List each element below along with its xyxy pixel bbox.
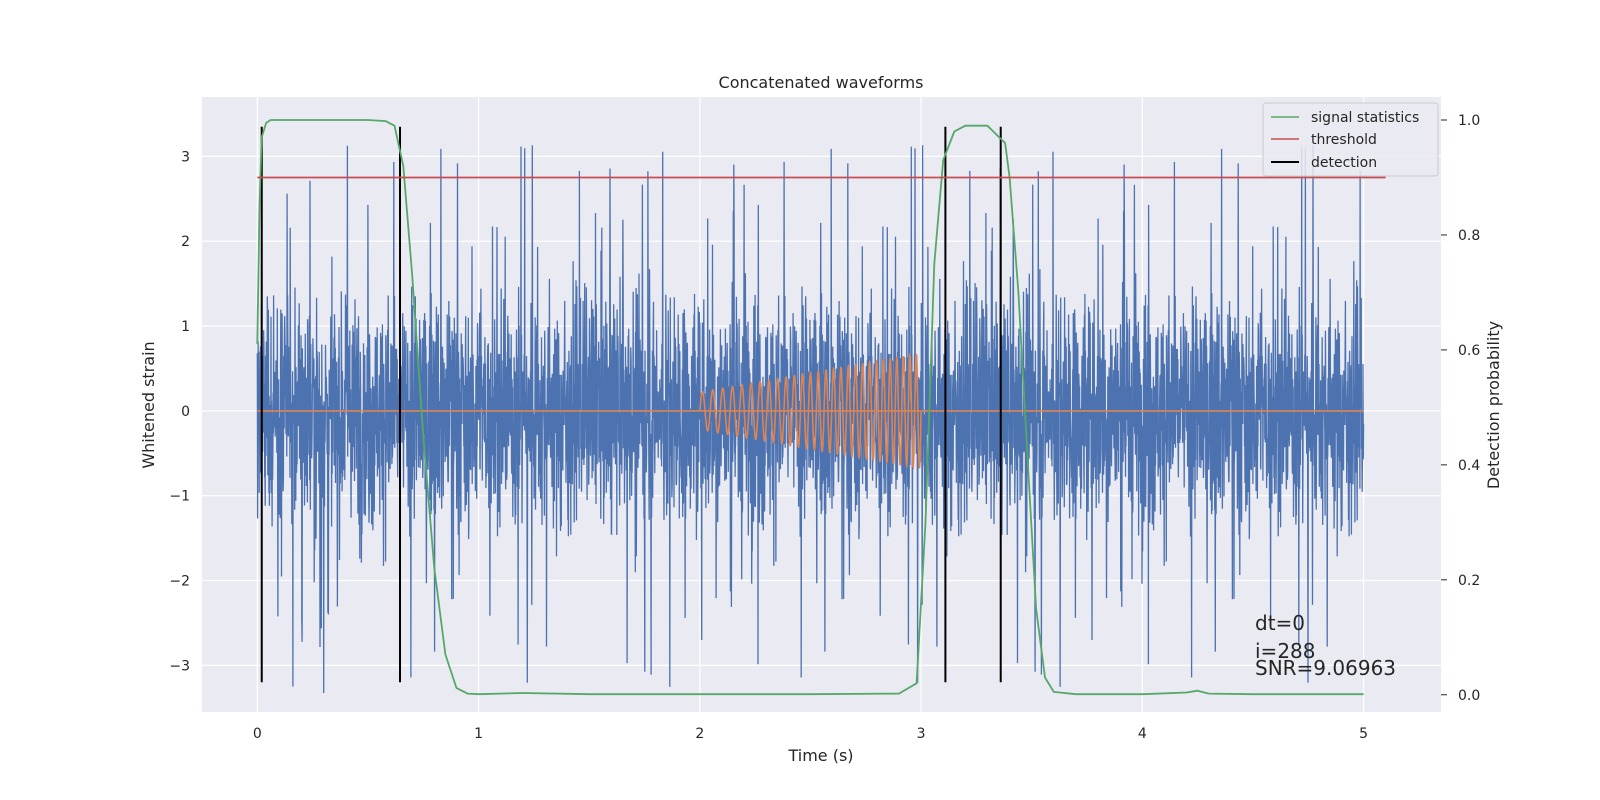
- legend-signal-statistics: signal statistics: [1311, 110, 1419, 126]
- y-tick-label: 1: [181, 319, 190, 335]
- signal-statistics-line: [256, 119, 1364, 696]
- y-axis-label: Whitened strain: [139, 341, 158, 468]
- right-axis-series: [256, 119, 1386, 696]
- x-tick-label: 3: [917, 726, 926, 742]
- legend-detection: detection: [1311, 155, 1377, 171]
- x-ticks: 0 1 2 3 4 5: [253, 726, 1368, 742]
- y-axis-right-label: Detection probability: [1484, 321, 1503, 489]
- y-tick-label: 2: [181, 234, 190, 250]
- x-tick-label: 2: [695, 726, 704, 742]
- y-right-tick-label: 0.0: [1458, 688, 1480, 704]
- y-tick-label: 0: [181, 404, 190, 420]
- x-tick-label: 4: [1138, 726, 1147, 742]
- chart-title: Concatenated waveforms: [719, 73, 924, 92]
- legend: signal statistics threshold detection: [1262, 102, 1439, 177]
- y-right-tick-label: 0.8: [1458, 228, 1480, 244]
- detection-lines: [260, 126, 1002, 683]
- injected-waveform: [257, 352, 1364, 470]
- x-tick-label: 1: [474, 726, 483, 742]
- noise-series: [256, 145, 1365, 694]
- annotation-dt: dt=0: [1255, 611, 1305, 635]
- annotation-snr: SNR=9.06963: [1255, 656, 1396, 680]
- chirp-line: [699, 352, 922, 470]
- legend-box: [1262, 102, 1439, 177]
- y-ticks-right: 0.0 0.2 0.4 0.6 0.8 1.0: [1441, 113, 1480, 704]
- annotation-i: i=288: [1255, 639, 1316, 663]
- legend-threshold: threshold: [1311, 132, 1377, 148]
- y-right-tick-label: 1.0: [1458, 113, 1480, 129]
- y-ticks: −3 −2 −1 0 1 2 3: [169, 149, 190, 674]
- y-right-tick-label: 0.2: [1458, 573, 1480, 589]
- y-tick-label: 3: [181, 149, 190, 165]
- x-tick-label: 5: [1359, 726, 1368, 742]
- y-tick-label: −2: [169, 574, 190, 590]
- x-axis-label: Time (s): [787, 746, 853, 765]
- y-right-tick-label: 0.4: [1458, 458, 1480, 474]
- y-tick-label: −1: [169, 489, 190, 505]
- noise-line: [256, 145, 1365, 694]
- y-right-tick-label: 0.6: [1458, 343, 1480, 359]
- x-tick-label: 0: [253, 726, 262, 742]
- y-tick-label: −3: [169, 658, 190, 674]
